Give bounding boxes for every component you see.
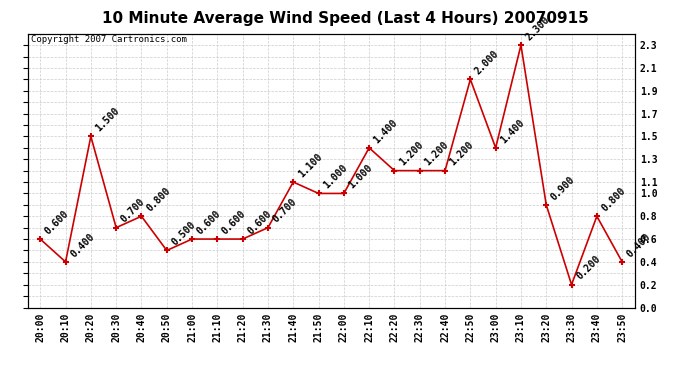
Text: 0.500: 0.500 (170, 220, 197, 248)
Text: 0.700: 0.700 (270, 197, 299, 225)
Text: 1.500: 1.500 (94, 106, 121, 134)
Text: 1.200: 1.200 (422, 140, 451, 168)
Text: 0.600: 0.600 (220, 209, 248, 236)
Text: 1.400: 1.400 (372, 117, 400, 145)
Text: 10 Minute Average Wind Speed (Last 4 Hours) 20070915: 10 Minute Average Wind Speed (Last 4 Hou… (101, 11, 589, 26)
Text: 2.000: 2.000 (473, 49, 501, 76)
Text: 0.200: 0.200 (574, 254, 602, 282)
Text: 0.800: 0.800 (144, 186, 172, 213)
Text: 0.800: 0.800 (600, 186, 627, 213)
Text: 2.300: 2.300 (524, 15, 551, 42)
Text: 0.900: 0.900 (549, 174, 577, 202)
Text: Copyright 2007 Cartronics.com: Copyright 2007 Cartronics.com (30, 35, 186, 44)
Text: 0.400: 0.400 (68, 231, 96, 259)
Text: 0.600: 0.600 (43, 209, 71, 236)
Text: 0.400: 0.400 (625, 231, 653, 259)
Text: 1.000: 1.000 (322, 163, 349, 190)
Text: 0.600: 0.600 (246, 209, 273, 236)
Text: 1.100: 1.100 (296, 152, 324, 179)
Text: 1.200: 1.200 (397, 140, 425, 168)
Text: 0.600: 0.600 (195, 209, 223, 236)
Text: 0.700: 0.700 (119, 197, 147, 225)
Text: 1.000: 1.000 (346, 163, 375, 190)
Text: 1.400: 1.400 (498, 117, 526, 145)
Text: 1.200: 1.200 (448, 140, 475, 168)
